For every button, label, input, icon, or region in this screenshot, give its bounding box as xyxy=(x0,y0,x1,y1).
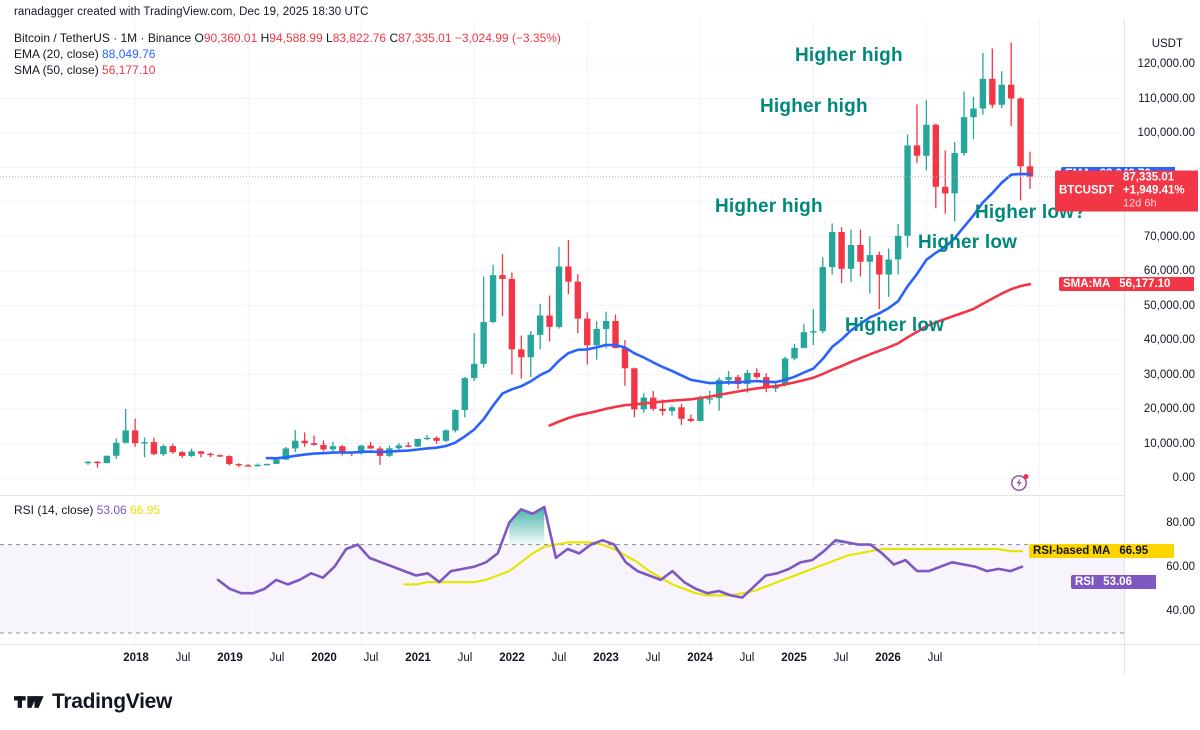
legend-high-value: 94,588.99 xyxy=(269,31,323,45)
price-tick: 70,000.00 xyxy=(1143,230,1195,243)
chart-annotation[interactable]: Higher low xyxy=(845,315,945,336)
price-tick: 110,000.00 xyxy=(1138,92,1195,105)
time-tick-year: 2022 xyxy=(499,652,525,664)
tradingview-logo[interactable]: TradingView xyxy=(14,690,172,714)
rsi-tick: 60.00 xyxy=(1166,560,1195,573)
tradingview-mark-icon xyxy=(14,696,44,708)
legend-open-label: O xyxy=(194,31,204,45)
legend-close-value: 87,335.01 xyxy=(398,31,452,45)
legend-sma-value: 56,177.10 xyxy=(102,63,156,77)
chart-annotation[interactable]: Higher high xyxy=(795,45,903,66)
time-axis[interactable]: 2018 Jul 2019 Jul 2020 Jul 2021 Jul 2022 Jul 2023 J… xyxy=(0,644,1124,675)
time-tick-year: 2018 xyxy=(123,652,149,664)
time-tick-year: 2026 xyxy=(875,652,901,664)
price-axis[interactable]: USDT 120,000.00 110,000.00 100,000.00 70,00… xyxy=(1029,20,1200,644)
time-tick-month: Jul xyxy=(645,652,661,664)
price-chart-canvas xyxy=(0,20,1124,490)
price-tick: 40,000.00 xyxy=(1143,334,1195,346)
legend-open-value: 90,360.01 xyxy=(203,31,258,45)
price-tick: 30,000.00 xyxy=(1143,368,1195,381)
time-tick-month: Jul xyxy=(551,652,567,664)
price-tick: 120,000.00 xyxy=(1137,58,1195,70)
lightning-alert-icon[interactable] xyxy=(1010,472,1030,492)
price-tick: 50,000.00 xyxy=(1143,299,1195,312)
time-tick-month: Jul xyxy=(927,652,943,664)
sma-price-tag[interactable]: SMA:MA 56,177.10 xyxy=(1059,277,1195,292)
sma-tag-name: SMA:MA xyxy=(1059,277,1115,292)
chart-annotation[interactable]: Higher high xyxy=(715,196,823,217)
time-tick-month: Jul xyxy=(363,652,379,664)
rsi-tick: 80.00 xyxy=(1166,516,1195,529)
attribution-text: ranadagger created with TradingView.com,… xyxy=(14,6,369,18)
price-tick: 20,000.00 xyxy=(1143,403,1195,415)
price-tick: 10,000.00 xyxy=(1143,437,1195,450)
last-tag-countdown: 12d 6h xyxy=(1122,197,1157,210)
price-legend: Bitcoin / TetherUS · 1M · Binance O90,36… xyxy=(14,30,561,78)
rsi-ma-tag[interactable]: RSI-based MA 66.95 xyxy=(1029,544,1175,559)
chart-annotation[interactable]: Higher low xyxy=(918,232,1018,253)
chart-annotation[interactable]: Higher high xyxy=(760,96,868,117)
last-tag-price: 87,335.01 xyxy=(1122,171,1175,184)
time-tick-month: Jul xyxy=(739,652,755,664)
last-tag-symbol: BTCUSDT xyxy=(1055,170,1118,212)
legend-symbol-row[interactable]: Bitcoin / TetherUS · 1M · Binance O90,36… xyxy=(14,30,561,46)
rsi-chart-canvas xyxy=(0,496,1124,644)
rsi-legend-value: 53.06 xyxy=(96,503,127,517)
rsi-tag-name: RSI xyxy=(1071,575,1099,590)
legend-high-label: H xyxy=(260,31,270,45)
legend-ema-value: 88,049.76 xyxy=(102,47,156,61)
rsi-tag[interactable]: RSI 53.06 xyxy=(1071,575,1157,590)
time-tick-month: Jul xyxy=(833,652,849,664)
time-tick-year: 2024 xyxy=(687,652,713,664)
time-tick-year: 2025 xyxy=(781,652,807,664)
axis-corner xyxy=(1124,644,1200,675)
last-tag-change: +1,949.41% xyxy=(1122,184,1185,197)
price-tick: 60,000.00 xyxy=(1143,265,1195,277)
time-tick-year: 2020 xyxy=(311,652,337,664)
legend-ema-row[interactable]: EMA (20, close) 88,049.76 xyxy=(14,46,561,62)
rsi-pane[interactable] xyxy=(0,496,1124,644)
pane-divider xyxy=(0,495,1124,496)
legend-low-value: 83,822.76 xyxy=(332,31,387,45)
rsi-legend[interactable]: RSI (14, close) 53.06 66.95 xyxy=(14,503,160,517)
legend-sma-row[interactable]: SMA (50, close) 56,177.10 xyxy=(14,62,561,78)
time-tick-month: Jul xyxy=(269,652,285,664)
price-tick: 0.00 xyxy=(1172,472,1195,484)
rsi-tick: 40.00 xyxy=(1166,604,1195,617)
legend-symbol: Bitcoin / TetherUS · 1M · Binance xyxy=(14,31,192,45)
time-tick-year: 2023 xyxy=(593,652,619,664)
legend-change: −3,024.99 (−3.35%) xyxy=(454,31,561,45)
rsi-ma-legend-value: 66.95 xyxy=(130,503,161,517)
last-tag-body: 87,335.01 +1,949.41% 12d 6h xyxy=(1117,170,1198,212)
legend-sma-name: SMA (50, close) xyxy=(14,63,99,77)
time-tick-year: 2021 xyxy=(405,652,431,664)
legend-low-label: L xyxy=(326,31,333,45)
last-price-tag[interactable]: BTCUSDT 87,335.01 +1,949.41% 12d 6h xyxy=(1055,170,1198,212)
time-tick-month: Jul xyxy=(175,652,191,664)
price-tick: 100,000.00 xyxy=(1137,127,1195,139)
time-tick-year: 2019 xyxy=(217,652,243,664)
rsi-ma-tag-value: 66.95 xyxy=(1114,544,1175,559)
time-tick-month: Jul xyxy=(457,652,473,664)
legend-close-label: C xyxy=(389,31,399,45)
legend-ema-name: EMA (20, close) xyxy=(14,47,99,61)
tradingview-wordmark: TradingView xyxy=(52,690,173,713)
rsi-ma-tag-name: RSI-based MA xyxy=(1029,544,1115,559)
price-axis-unit: USDT xyxy=(1151,38,1183,50)
sma-tag-value: 56,177.10 xyxy=(1114,277,1195,292)
price-pane[interactable] xyxy=(0,20,1124,490)
rsi-tag-value: 53.06 xyxy=(1098,575,1157,590)
rsi-legend-name: RSI (14, close) xyxy=(14,503,94,517)
